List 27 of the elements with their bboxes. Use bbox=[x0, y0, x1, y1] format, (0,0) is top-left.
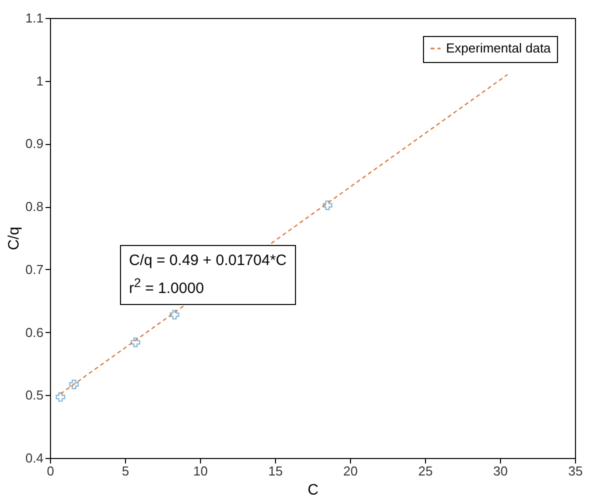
y-axis-title: C/q bbox=[5, 226, 22, 250]
y-tick-label: 0.8 bbox=[25, 199, 44, 214]
y-tick-label: 0.5 bbox=[25, 388, 44, 403]
point bbox=[322, 200, 332, 210]
x-tick-label: 20 bbox=[343, 464, 358, 478]
y-tick-label: 0.7 bbox=[25, 262, 44, 277]
x-tick-label: 35 bbox=[568, 464, 583, 478]
annotation: r$^{2}$ = 1.0000 bbox=[129, 275, 205, 299]
point bbox=[56, 392, 66, 402]
x-tick-label: 30 bbox=[493, 464, 508, 478]
x-axis-title: C bbox=[308, 482, 319, 495]
x-tick-label: 5 bbox=[122, 464, 130, 478]
y-tick-label: 1 bbox=[36, 73, 44, 88]
x-tick-label: 15 bbox=[268, 464, 283, 478]
x-tick-label: 0 bbox=[46, 464, 54, 478]
x-tick-label: 10 bbox=[193, 464, 208, 478]
text-box: C/q = 0.49 + 0.01704*C r$^{2}$ = 1.0000 bbox=[120, 245, 296, 305]
x-tick-label: 25 bbox=[418, 464, 433, 478]
y-tick-label: 1.1 bbox=[25, 10, 44, 26]
annotation: C/q = 0.49 + 0.01704*C bbox=[129, 251, 287, 271]
y-tick-label: 0.9 bbox=[25, 136, 44, 152]
y-tick-label: 0.6 bbox=[25, 324, 44, 340]
point bbox=[170, 310, 180, 320]
point bbox=[130, 338, 140, 348]
point bbox=[69, 380, 79, 390]
legend-label: Experimental data bbox=[446, 40, 552, 56]
y-tick-label: 0.4 bbox=[25, 450, 44, 466]
